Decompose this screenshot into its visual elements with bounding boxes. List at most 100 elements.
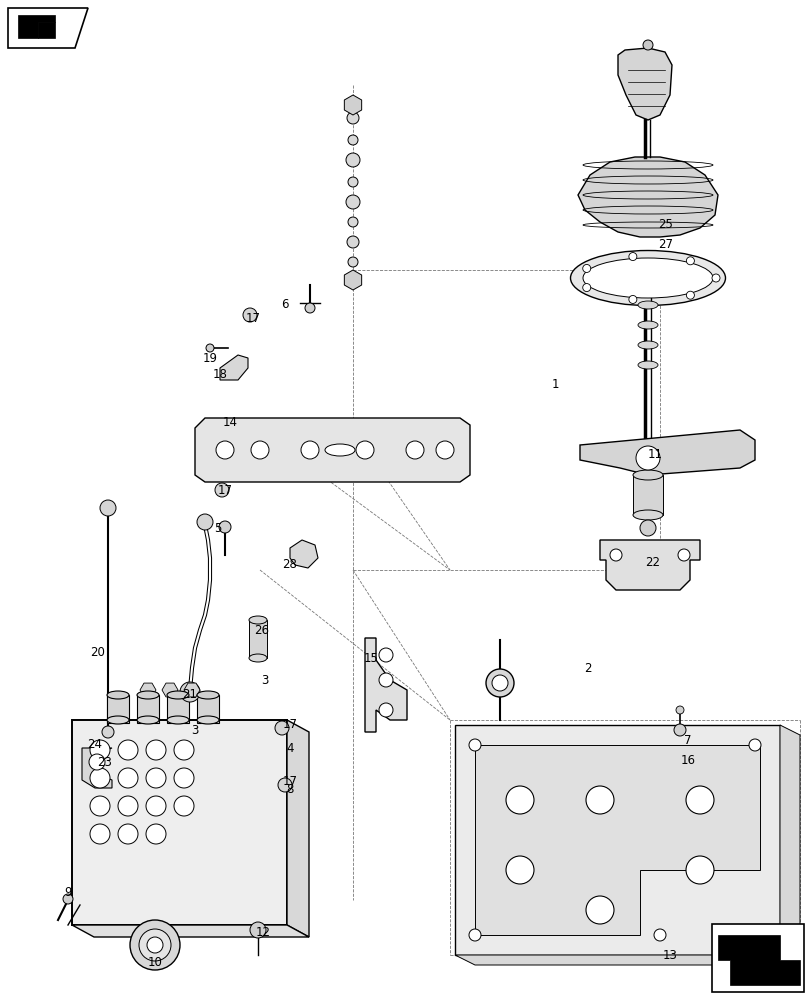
Polygon shape — [599, 540, 699, 590]
Circle shape — [406, 441, 423, 459]
Text: 20: 20 — [91, 647, 105, 660]
Circle shape — [219, 521, 230, 533]
Polygon shape — [577, 157, 717, 237]
Circle shape — [90, 824, 109, 844]
Circle shape — [301, 441, 319, 459]
Bar — [633, 475, 663, 515]
Circle shape — [197, 514, 212, 530]
Text: 17: 17 — [217, 484, 232, 496]
Bar — [197, 695, 219, 723]
Text: 3: 3 — [191, 724, 199, 736]
Polygon shape — [454, 725, 779, 955]
Text: 23: 23 — [97, 756, 112, 768]
Text: 11: 11 — [646, 448, 662, 462]
Circle shape — [653, 929, 665, 941]
Circle shape — [277, 778, 292, 792]
Ellipse shape — [637, 341, 657, 349]
Circle shape — [505, 786, 534, 814]
Circle shape — [63, 894, 73, 904]
Polygon shape — [18, 15, 55, 38]
Polygon shape — [82, 748, 112, 788]
Text: 21: 21 — [182, 688, 197, 702]
Polygon shape — [474, 745, 759, 935]
Circle shape — [130, 920, 180, 970]
Ellipse shape — [197, 691, 219, 699]
Circle shape — [628, 295, 636, 303]
Circle shape — [348, 217, 358, 227]
Circle shape — [146, 768, 165, 788]
Polygon shape — [579, 430, 754, 475]
Circle shape — [89, 754, 105, 770]
Circle shape — [685, 257, 693, 265]
Circle shape — [251, 441, 268, 459]
Circle shape — [146, 796, 165, 816]
Circle shape — [469, 929, 480, 941]
Circle shape — [90, 768, 109, 788]
Bar — [711, 924, 803, 992]
Ellipse shape — [107, 716, 129, 724]
Polygon shape — [162, 683, 178, 697]
Circle shape — [685, 856, 713, 884]
Circle shape — [505, 856, 534, 884]
Circle shape — [676, 706, 683, 714]
Circle shape — [346, 236, 358, 248]
Text: 8: 8 — [286, 783, 294, 796]
Circle shape — [90, 796, 109, 816]
Text: 1: 1 — [551, 378, 558, 391]
Circle shape — [639, 520, 655, 536]
Circle shape — [100, 500, 116, 516]
Ellipse shape — [637, 321, 657, 329]
Circle shape — [305, 303, 315, 313]
Circle shape — [628, 253, 636, 261]
Text: 5: 5 — [214, 522, 221, 534]
Ellipse shape — [633, 510, 663, 520]
Bar — [249, 620, 267, 658]
Circle shape — [348, 257, 358, 267]
Circle shape — [609, 549, 621, 561]
Circle shape — [174, 796, 194, 816]
Circle shape — [379, 703, 393, 717]
Circle shape — [102, 726, 114, 738]
Circle shape — [90, 740, 109, 760]
Circle shape — [379, 648, 393, 662]
Circle shape — [346, 112, 358, 124]
Text: 2: 2 — [584, 662, 591, 674]
Circle shape — [275, 721, 289, 735]
Bar — [107, 695, 129, 723]
Circle shape — [118, 824, 138, 844]
Ellipse shape — [167, 716, 189, 724]
Polygon shape — [72, 925, 309, 937]
Ellipse shape — [197, 716, 219, 724]
Polygon shape — [717, 935, 799, 985]
Circle shape — [118, 740, 138, 760]
Ellipse shape — [637, 301, 657, 309]
Ellipse shape — [249, 654, 267, 662]
Circle shape — [586, 896, 613, 924]
Ellipse shape — [249, 616, 267, 624]
Circle shape — [379, 673, 393, 687]
Circle shape — [673, 724, 685, 736]
Polygon shape — [454, 955, 799, 965]
Text: 28: 28 — [282, 558, 297, 572]
Circle shape — [146, 824, 165, 844]
Ellipse shape — [633, 470, 663, 480]
Ellipse shape — [137, 691, 159, 699]
Text: 24: 24 — [88, 738, 102, 752]
Circle shape — [491, 675, 508, 691]
Circle shape — [206, 344, 214, 352]
Text: 17: 17 — [282, 775, 297, 788]
Polygon shape — [290, 540, 318, 568]
Bar — [72, 720, 286, 925]
Text: 13: 13 — [662, 949, 676, 962]
Circle shape — [118, 768, 138, 788]
Ellipse shape — [637, 361, 657, 369]
Circle shape — [216, 441, 234, 459]
Text: 22: 22 — [645, 556, 659, 568]
Text: 27: 27 — [658, 237, 672, 250]
Polygon shape — [344, 270, 361, 290]
Circle shape — [180, 682, 200, 702]
Circle shape — [345, 153, 359, 167]
Ellipse shape — [137, 716, 159, 724]
Bar — [137, 695, 159, 723]
Circle shape — [436, 441, 453, 459]
